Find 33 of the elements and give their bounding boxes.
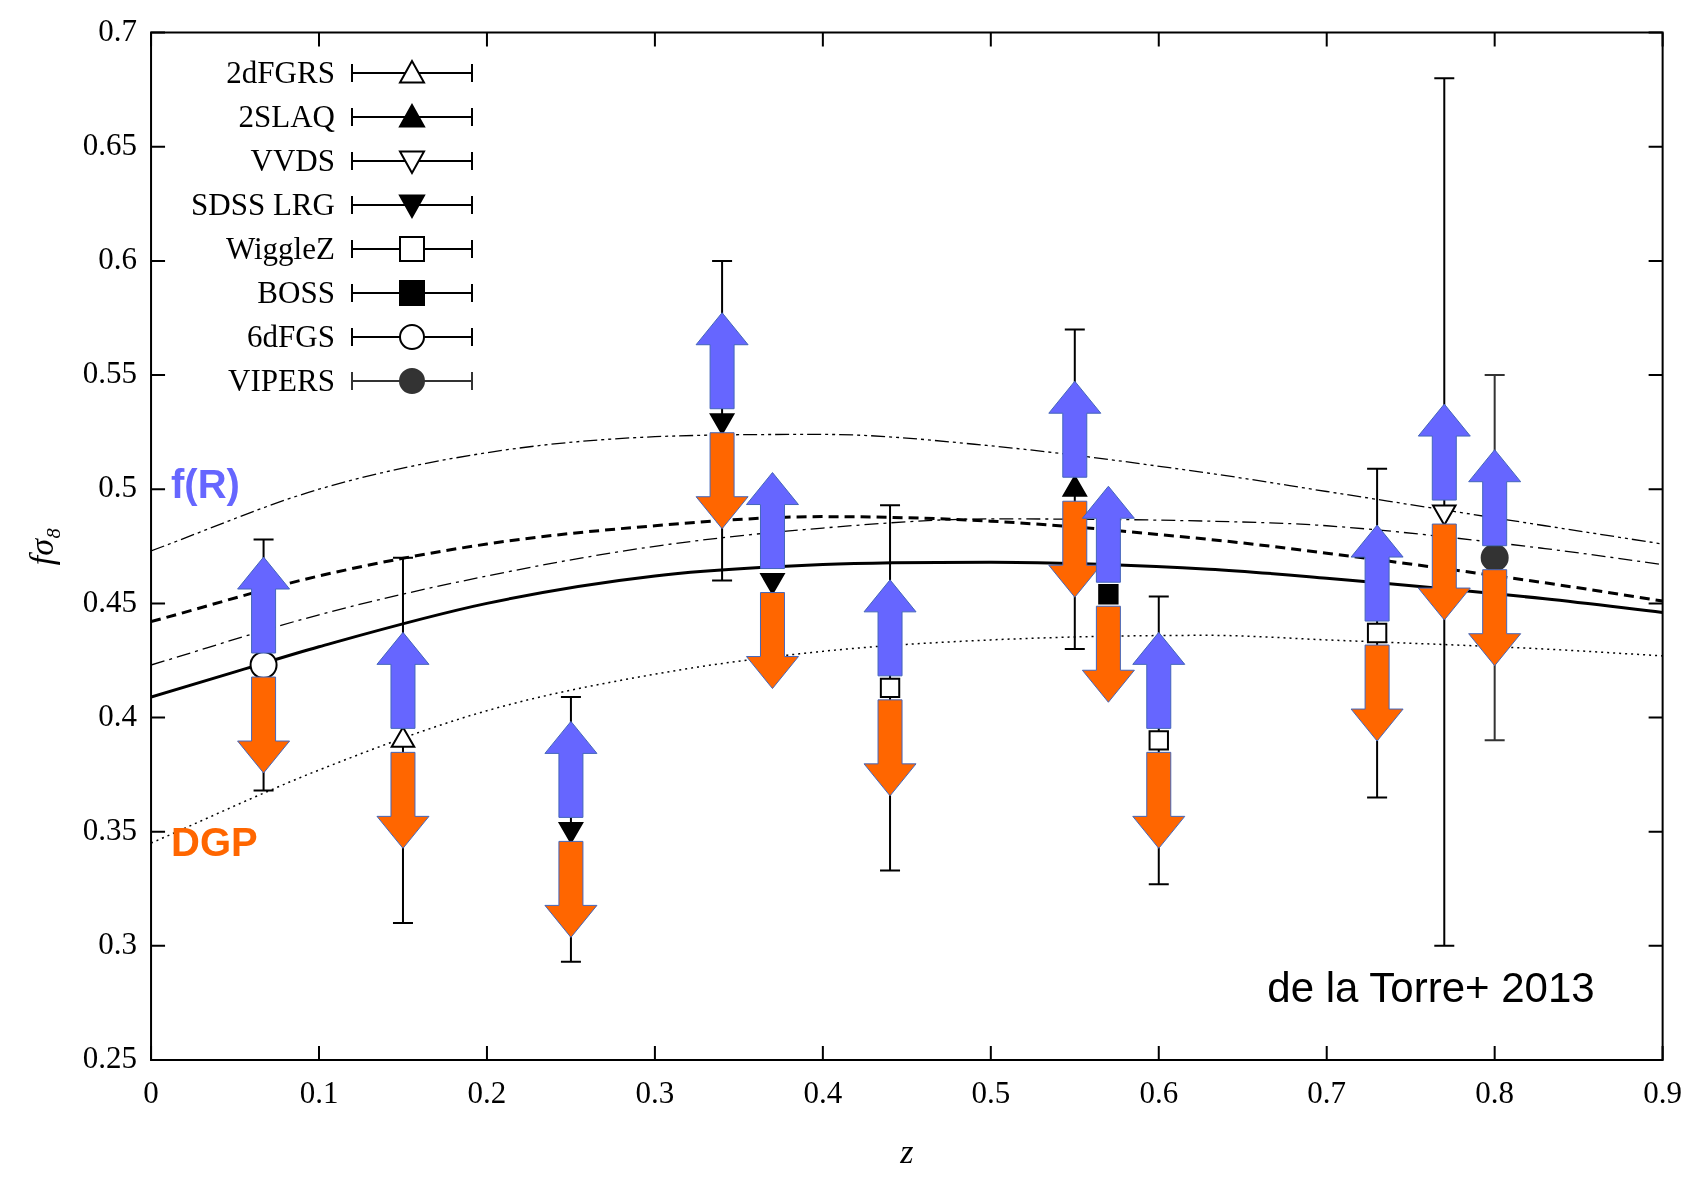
x-tick-label: 0.6 bbox=[1139, 1074, 1179, 1110]
annotation: DGP bbox=[171, 820, 258, 866]
y-tick-label: 0.35 bbox=[82, 811, 138, 847]
x-tick-label: 0.1 bbox=[299, 1074, 339, 1110]
y-tick-label: 0.6 bbox=[98, 241, 138, 277]
x-tick-label: 0.7 bbox=[1307, 1074, 1347, 1110]
x-tick-label: 0.3 bbox=[635, 1074, 675, 1110]
x-tick-label: 0.4 bbox=[803, 1074, 843, 1110]
y-tick-label: 0.5 bbox=[98, 469, 138, 505]
legend-label: 2SLAQ bbox=[238, 98, 335, 135]
y-tick-label: 0.25 bbox=[82, 1040, 138, 1076]
x-tick-label: 0.9 bbox=[1643, 1074, 1682, 1110]
x-tick-label: 0.8 bbox=[1475, 1074, 1515, 1110]
x-tick-label: 0.5 bbox=[971, 1074, 1011, 1110]
x-tick-label: 0.2 bbox=[467, 1074, 507, 1110]
x-tick-label: 0 bbox=[143, 1074, 159, 1110]
y-tick-label: 0.7 bbox=[98, 12, 138, 48]
y-axis-title: fσ₈ bbox=[23, 527, 61, 566]
legend-label: 6dFGS bbox=[247, 318, 335, 355]
annotation: f(R) bbox=[171, 461, 240, 507]
y-tick-label: 0.65 bbox=[82, 126, 138, 162]
x-axis-title: z bbox=[899, 1132, 914, 1170]
legend-label: VVDS bbox=[250, 142, 335, 179]
legend-label: VIPERS bbox=[228, 362, 335, 399]
legend-label: 2dFGRS bbox=[226, 54, 335, 91]
y-tick-label: 0.3 bbox=[98, 925, 138, 961]
y-tick-label: 0.55 bbox=[82, 355, 138, 391]
legend-label: SDSS LRG bbox=[191, 186, 335, 223]
legend-label: WiggleZ bbox=[225, 230, 335, 267]
y-tick-label: 0.4 bbox=[98, 697, 138, 733]
y-tick-label: 0.45 bbox=[82, 583, 138, 619]
legend-label: BOSS bbox=[257, 274, 335, 311]
annotation: de la Torre+ 2013 bbox=[1259, 960, 1603, 1016]
